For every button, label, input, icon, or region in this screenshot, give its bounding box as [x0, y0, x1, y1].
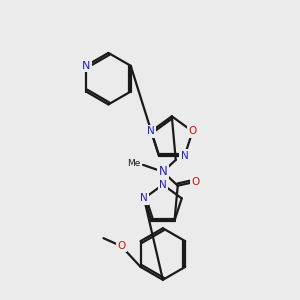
Text: Me: Me [127, 159, 140, 168]
Text: O: O [188, 126, 197, 136]
Text: N: N [147, 126, 155, 136]
Text: N: N [158, 165, 167, 178]
Text: N: N [140, 194, 148, 203]
Text: N: N [181, 151, 188, 161]
Text: O: O [191, 177, 200, 187]
Text: O: O [117, 241, 125, 251]
Text: N: N [159, 180, 167, 190]
Text: N: N [82, 61, 90, 71]
